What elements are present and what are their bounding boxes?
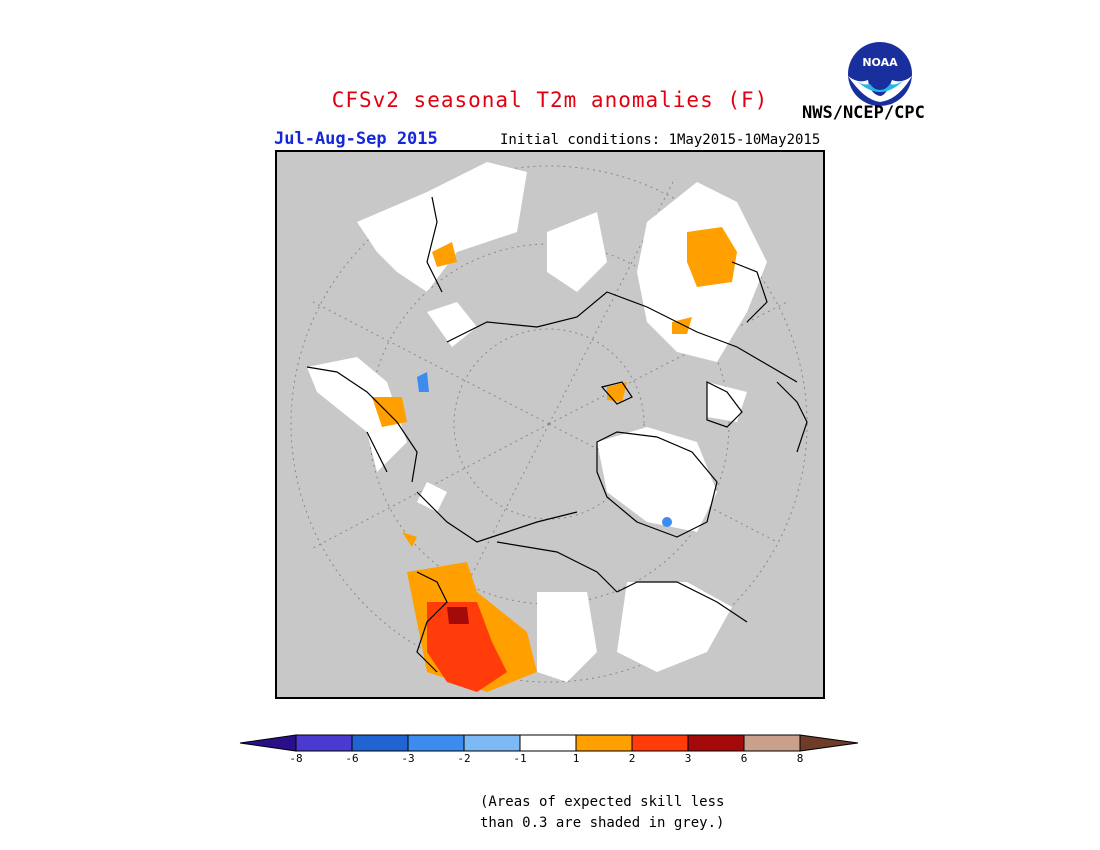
colorbar <box>238 732 862 758</box>
colorbar-tick-label: 8 <box>796 752 804 765</box>
colorbar-tick-label: 2 <box>628 752 636 765</box>
initial-conditions: Initial conditions: 1May2015-10May2015 <box>500 132 821 148</box>
colorbar-box <box>687 734 745 752</box>
colorbar-tick-label: 3 <box>684 752 692 765</box>
colorbar-max-arrow <box>799 734 859 752</box>
coastlines <box>306 196 808 673</box>
colorbar-box <box>575 734 633 752</box>
neutral-regions <box>307 162 767 682</box>
polar-map <box>275 150 825 699</box>
colorbar-tick-label: 6 <box>740 752 748 765</box>
colorbar-box <box>295 734 353 752</box>
colorbar-box <box>743 734 801 752</box>
colorbar-box <box>463 734 521 752</box>
anomaly-neg2f <box>417 372 672 527</box>
skill-note: (Areas of expected skill less than 0.3 a… <box>480 792 724 834</box>
agency-label: NWS/NCEP/CPC <box>802 103 925 123</box>
anomaly-6f <box>447 607 469 624</box>
skill-note-line1: (Areas of expected skill less <box>480 794 725 810</box>
map-canvas <box>290 162 808 692</box>
valid-period: Jul-Aug-Sep 2015 <box>274 129 438 149</box>
colorbar-box <box>519 734 577 752</box>
colorbar-tick-label: -8 <box>289 752 303 765</box>
noaa-logo: NOAA <box>846 40 914 108</box>
colorbar-tick-label: -3 <box>401 752 415 765</box>
colorbar-min-arrow <box>239 734 297 752</box>
noaa-logo-text: NOAA <box>862 56 898 69</box>
colorbar-box <box>631 734 689 752</box>
colorbar-tick-label: 1 <box>572 752 580 765</box>
colorbar-tick-label: -2 <box>457 752 471 765</box>
anomaly-3f <box>427 602 507 692</box>
colorbar-svg <box>239 734 859 752</box>
colorbar-tick-label: -1 <box>513 752 527 765</box>
colorbar-box <box>351 734 409 752</box>
colorbar-box <box>407 734 465 752</box>
skill-note-line2: than 0.3 are shaded in grey.) <box>480 815 725 831</box>
colorbar-tick-label: -6 <box>345 752 359 765</box>
chart-title: CFSv2 seasonal T2m anomalies (F) <box>331 88 769 112</box>
